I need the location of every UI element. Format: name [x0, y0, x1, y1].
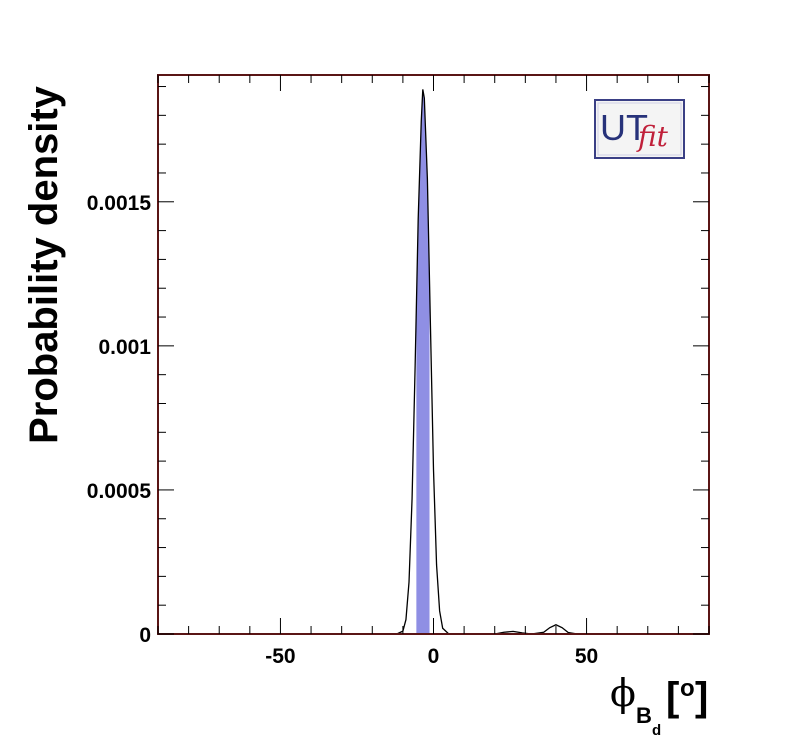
x-axis-label-bracket-open: [ [666, 675, 679, 719]
axis-ticks [157, 75, 710, 635]
x-tick-label: 0 [428, 645, 440, 668]
x-tick-label: 50 [575, 645, 598, 668]
y-tick-label: 0 [139, 624, 151, 647]
y-axis-label: Probability density [22, 85, 66, 444]
x-axis-label: ϕ B d [ o ] [610, 671, 708, 739]
x-axis-label-bracket-close: ] [695, 675, 708, 719]
y-tick-label: 0.0005 [87, 480, 152, 503]
probability-density-curve [158, 89, 709, 635]
x-axis-label-subscript: B [636, 703, 652, 728]
x-tick-label: -50 [265, 645, 295, 668]
y-tick-label: 0.0015 [87, 192, 152, 215]
utfit-logo: UT fit [594, 99, 685, 159]
y-tick-label: 0.001 [98, 336, 151, 359]
x-axis-label-subsubscript: d [652, 722, 661, 739]
x-axis-label-symbol: ϕ [610, 671, 636, 715]
logo-text-fit: fit [636, 120, 669, 153]
x-axis-label-unit: o [680, 675, 695, 702]
credible-interval-band [416, 89, 430, 634]
logo-text-ut: UT [600, 107, 648, 148]
